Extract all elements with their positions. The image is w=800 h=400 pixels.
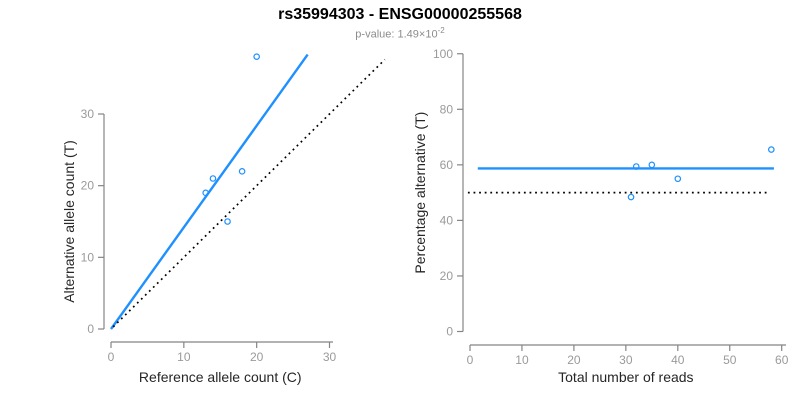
y-tick-label: 30 [81, 107, 95, 121]
x-tick-label: 60 [775, 353, 789, 367]
y-tick-label: 100 [433, 47, 453, 61]
x-tick-label: 0 [467, 353, 474, 367]
y-axis-title: Percentage alternative (T) [412, 112, 428, 274]
y-tick-label: 20 [440, 269, 454, 283]
p-value-exponent: -2 [437, 26, 445, 35]
right-scatter-plot: 0 20 40 60 80 100 0 10 20 30 40 50 60 Total number of… [412, 47, 789, 385]
x-tick-label: 20 [567, 353, 581, 367]
x-tick-label: 30 [323, 350, 337, 364]
data-point [674, 175, 682, 183]
left-scatter-plot: 0 10 20 30 0 10 20 30 Reference allele count (C)… [61, 53, 386, 385]
x-tick-label: 30 [619, 353, 633, 367]
y-tick-label: 0 [87, 322, 94, 336]
y-tick-label: 20 [81, 179, 95, 193]
y-tick-label: 80 [440, 102, 454, 116]
identity-line [112, 58, 386, 328]
x-tick-label: 0 [108, 350, 115, 364]
x-tick-label: 10 [177, 350, 191, 364]
x-axis-title: Total number of reads [558, 369, 693, 385]
figure-subtitle: p-value: 1.49×10-2 [0, 26, 800, 41]
p-value-text: p-value: 1.49×10 [355, 28, 438, 41]
figure-title: rs35994303 - ENSG00000255568 [278, 6, 522, 23]
data-point [202, 189, 209, 197]
x-tick-label: 10 [515, 353, 529, 367]
x-tick-label: 40 [671, 353, 685, 367]
data-point [224, 218, 231, 225]
data-point [648, 161, 656, 169]
data-point [632, 163, 640, 170]
data-point [768, 146, 775, 153]
regression-line [110, 53, 309, 330]
y-tick-label: 10 [81, 250, 95, 264]
data-point [209, 175, 217, 182]
data-point [253, 53, 260, 60]
x-tick-label: 20 [250, 350, 264, 364]
data-point [627, 193, 635, 201]
y-tick-label: 60 [440, 158, 454, 172]
data-point [238, 168, 246, 175]
y-axis-title: Alternative allele count (T) [61, 140, 77, 303]
x-tick-label: 50 [723, 353, 737, 367]
y-tick-label: 40 [440, 213, 454, 227]
x-axis-title: Reference allele count (C) [139, 369, 302, 385]
y-tick-label: 0 [446, 325, 453, 339]
